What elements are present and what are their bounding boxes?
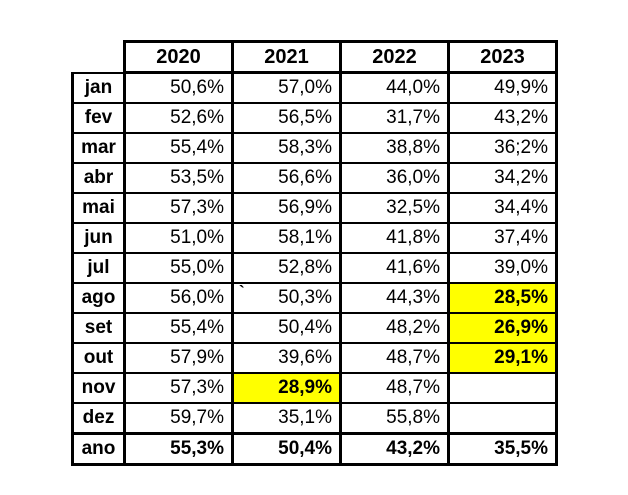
year-header-2020: 2020 [123, 40, 234, 74]
month-label-set: set [71, 312, 126, 344]
monthly-percentage-table: 2020 2021 2022 2023 jan 50,6% 57,0% 44,0… [71, 40, 558, 466]
month-label-abr: abr [71, 162, 126, 194]
value-cell-highlighted: 28,9% [231, 372, 342, 404]
table-row-jan: jan 50,6% 57,0% 44,0% 49,9% [71, 71, 558, 104]
value-cell: 56,6% [231, 162, 342, 194]
table-row-abr: abr 53,5% 56,6% 36,0% 34,2% [71, 162, 558, 194]
value-cell-empty [447, 372, 558, 404]
value-text: 50,3% [278, 287, 332, 308]
value-cell: 59,7% [123, 402, 234, 435]
value-cell-with-stray-mark: ` 50,3% [231, 282, 342, 314]
month-label-ago: ago [71, 282, 126, 314]
value-cell: 48,2% [339, 312, 450, 344]
table-row-dez: dez 59,7% 35,1% 55,8% [71, 402, 558, 435]
value-cell: 53,5% [123, 162, 234, 194]
table-row-jul: jul 55,0% 52,8% 41,6% 39,0% [71, 252, 558, 284]
table-row-nov: nov 57,3% 28,9% 48,7% [71, 372, 558, 404]
total-value-cell: 50,4% [231, 432, 342, 466]
value-cell: 52,6% [123, 102, 234, 134]
year-total-label: ano [71, 432, 126, 466]
value-cell: 48,7% [339, 342, 450, 374]
month-label-jul: jul [71, 252, 126, 284]
value-cell: 35,1% [231, 402, 342, 435]
value-cell: 56,0% [123, 282, 234, 314]
table-row-mai: mai 57,3% 56,9% 32,5% 34,4% [71, 192, 558, 224]
value-cell: 39,6% [231, 342, 342, 374]
total-value-cell: 55,3% [123, 432, 234, 466]
value-cell: 41,6% [339, 252, 450, 284]
value-cell: 37,4% [447, 222, 558, 254]
value-cell: 31,7% [339, 102, 450, 134]
value-cell: 44,0% [339, 71, 450, 104]
year-header-2023: 2023 [447, 40, 558, 74]
value-cell: 57,3% [123, 372, 234, 404]
value-cell: 57,3% [123, 192, 234, 224]
month-label-jun: jun [71, 222, 126, 254]
table-row-fev: fev 52,6% 56,5% 31,7% 43,2% [71, 102, 558, 134]
value-cell: 38,8% [339, 132, 450, 164]
value-cell: 55,4% [123, 132, 234, 164]
month-label-nov: nov [71, 372, 126, 404]
value-cell: 48,7% [339, 372, 450, 404]
month-label-out: out [71, 342, 126, 374]
year-header-2021: 2021 [231, 40, 342, 74]
table-row-set: set 55,4% 50,4% 48,2% 26,9% [71, 312, 558, 344]
value-cell: 57,0% [231, 71, 342, 104]
value-cell: 55,0% [123, 252, 234, 284]
value-cell: 36,0% [339, 162, 450, 194]
month-label-fev: fev [71, 102, 126, 134]
value-cell: 50,4% [231, 312, 342, 344]
table-row-ago: ago 56,0% ` 50,3% 44,3% 28,5% [71, 282, 558, 314]
corner-blank-cell [73, 42, 125, 73]
value-cell: 43,2% [447, 102, 558, 134]
value-cell-highlighted: 26,9% [447, 312, 558, 344]
table-row-ano-total: ano 55,3% 50,4% 43,2% 35,5% [71, 432, 558, 466]
month-label-mai: mai [71, 192, 126, 224]
value-cell: 55,8% [339, 402, 450, 435]
value-cell: 44,3% [339, 282, 450, 314]
table-row-jun: jun 51,0% 58,1% 41,8% 37,4% [71, 222, 558, 254]
value-cell: 55,4% [123, 312, 234, 344]
value-cell-highlighted: 28,5% [447, 282, 558, 314]
total-value-cell: 35,5% [447, 432, 558, 466]
value-cell: 56,9% [231, 192, 342, 224]
value-cell-empty [447, 402, 558, 435]
value-cell-highlighted: 29,1% [447, 342, 558, 374]
value-cell: 41,8% [339, 222, 450, 254]
value-cell: 58,1% [231, 222, 342, 254]
value-cell: 34,4% [447, 192, 558, 224]
month-label-jan: jan [71, 71, 126, 104]
table-row-out: out 57,9% 39,6% 48,7% 29,1% [71, 342, 558, 374]
value-cell: 36;2% [447, 132, 558, 164]
value-cell: 51,0% [123, 222, 234, 254]
table-row-mar: mar 55,4% 58,3% 38,8% 36;2% [71, 132, 558, 164]
value-cell: 50,6% [123, 71, 234, 104]
value-cell: 57,9% [123, 342, 234, 374]
value-cell: 32,5% [339, 192, 450, 224]
month-label-mar: mar [71, 132, 126, 164]
total-value-cell: 43,2% [339, 432, 450, 466]
value-cell: 58,3% [231, 132, 342, 164]
value-cell: 39,0% [447, 252, 558, 284]
value-cell: 49,9% [447, 71, 558, 104]
header-row: 2020 2021 2022 2023 [73, 40, 558, 74]
month-label-dez: dez [71, 402, 126, 435]
value-cell: 56,5% [231, 102, 342, 134]
stray-tick-mark: ` [239, 283, 245, 301]
value-cell: 52,8% [231, 252, 342, 284]
year-header-2022: 2022 [339, 40, 450, 74]
value-cell: 34,2% [447, 162, 558, 194]
